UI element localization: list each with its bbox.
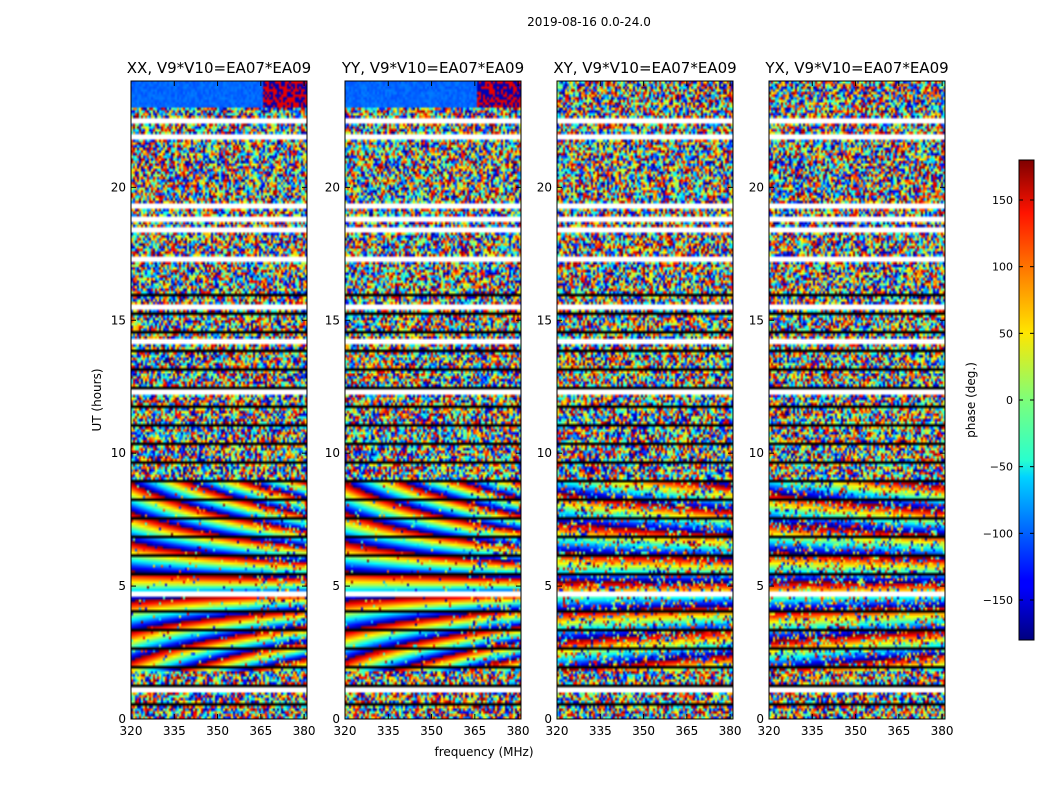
colorbar: 150 100 50 0 −50 −100 −150 phase (deg.) <box>964 159 1035 641</box>
y-tick-label: 0 <box>118 712 126 726</box>
panels-group: XX, V9*V10=EA07*EA09 320 335 350 365 380 0 5 10 1… <box>111 59 954 738</box>
x-tick-label: 380 <box>931 724 954 738</box>
y-tick-label: 10 <box>537 446 552 460</box>
colorbar-tick-label: 150 <box>992 194 1013 207</box>
y-tick-label: 10 <box>325 446 340 460</box>
phase-heatmap <box>131 81 307 719</box>
phase-heatmap <box>769 81 945 719</box>
y-tick-label: 15 <box>749 313 764 327</box>
y-tick-label: 10 <box>111 446 126 460</box>
x-tick-label: 320 <box>546 724 569 738</box>
x-tick-label: 335 <box>163 724 186 738</box>
x-tick-label: 365 <box>463 724 486 738</box>
y-tick-label: 0 <box>332 712 340 726</box>
axes-frame <box>130 80 308 720</box>
x-tick-label: 380 <box>719 724 742 738</box>
y-tick-label: 20 <box>325 180 340 194</box>
x-tick-label: 320 <box>120 724 143 738</box>
x-tick-label: 350 <box>420 724 443 738</box>
panel-yx: YX, V9*V10=EA07*EA09 320 335 350 365 380 0 5 10 1… <box>749 59 954 738</box>
colorbar-label: phase (deg.) <box>964 362 978 438</box>
axes-frame <box>768 80 946 720</box>
colorbar-tick-label: 100 <box>992 261 1013 274</box>
x-tick-label: 365 <box>675 724 698 738</box>
x-tick-label: 365 <box>887 724 910 738</box>
x-tick-label: 365 <box>249 724 272 738</box>
colorbar-tick-label: −50 <box>990 461 1013 474</box>
x-tick-label: 335 <box>589 724 612 738</box>
panel-title: XX, V9*V10=EA07*EA09 <box>127 59 311 77</box>
panel-title: YY, V9*V10=EA07*EA09 <box>341 59 524 77</box>
panel-xy: XY, V9*V10=EA07*EA09 320 335 350 365 380 0 5 10 1… <box>537 59 742 738</box>
phase-heatmap <box>557 81 733 719</box>
x-axis-label: frequency (MHz) <box>434 745 533 759</box>
panel-xx: XX, V9*V10=EA07*EA09 320 335 350 365 380 0 5 10 1… <box>111 59 316 738</box>
y-tick-label: 15 <box>537 313 552 327</box>
y-tick-label: 10 <box>749 446 764 460</box>
colorbar-tick-label: −150 <box>983 594 1013 607</box>
x-tick-label: 335 <box>377 724 400 738</box>
colorbar-ticks: 150 100 50 0 −50 −100 −150 <box>983 194 1034 607</box>
colorbar-tick-label: −100 <box>983 527 1013 540</box>
phase-heatmap <box>345 81 521 719</box>
y-tick-label: 5 <box>118 579 126 593</box>
panel-yy: YY, V9*V10=EA07*EA09 320 335 350 365 380 0 5 10 1… <box>325 59 530 738</box>
y-tick-label: 5 <box>544 579 552 593</box>
panel-title: YX, V9*V10=EA07*EA09 <box>764 59 948 77</box>
y-tick-label: 15 <box>111 313 126 327</box>
y-tick-label: 20 <box>537 180 552 194</box>
x-tick-label: 380 <box>507 724 530 738</box>
axes-frame <box>556 80 734 720</box>
y-tick-label: 0 <box>544 712 552 726</box>
y-tick-label: 20 <box>111 180 126 194</box>
colorbar-tick-label: 50 <box>999 327 1013 340</box>
x-tick-label: 350 <box>632 724 655 738</box>
y-tick-label: 15 <box>325 313 340 327</box>
y-tick-label: 5 <box>756 579 764 593</box>
axes-frame <box>344 80 522 720</box>
colorbar-tick-label: 0 <box>1006 394 1013 407</box>
panel-title: XY, V9*V10=EA07*EA09 <box>553 59 736 77</box>
x-tick-label: 380 <box>293 724 316 738</box>
suptitle: 2019-08-16 0.0-24.0 <box>527 15 651 29</box>
y-tick-label: 20 <box>749 180 764 194</box>
x-tick-label: 320 <box>758 724 781 738</box>
y-tick-label: 5 <box>332 579 340 593</box>
x-tick-label: 320 <box>334 724 357 738</box>
y-tick-label: 0 <box>756 712 764 726</box>
x-tick-label: 350 <box>844 724 867 738</box>
x-tick-label: 335 <box>801 724 824 738</box>
x-tick-label: 350 <box>206 724 229 738</box>
y-axis-label: UT (hours) <box>90 368 104 431</box>
